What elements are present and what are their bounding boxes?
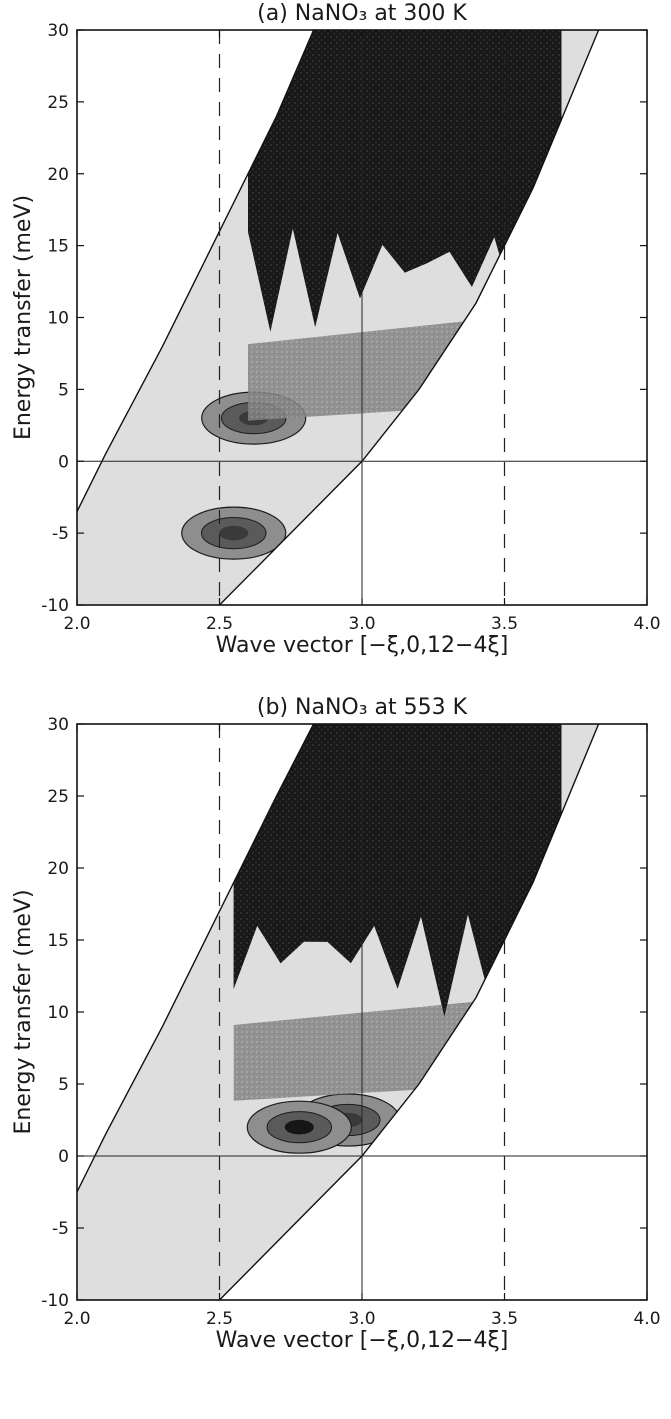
y-tick-label: 15 <box>47 931 69 951</box>
panel-a-reference-lines <box>77 30 647 605</box>
panel-b: (b) NaNO₃ at 553 K 2.0 2.5 3.0 3.5 4.0 -10 -5 0… <box>11 695 661 1353</box>
panel-b-reference-lines <box>77 724 647 1300</box>
y-tick-label: -10 <box>41 1291 69 1311</box>
y-tick-label: 15 <box>47 237 69 257</box>
x-tick-label: 4.0 <box>633 1309 660 1329</box>
y-tick-label: -10 <box>41 596 69 616</box>
intensity-blob-core <box>284 1119 314 1135</box>
boundary-right <box>219 723 600 1301</box>
x-tick-label: 4.0 <box>633 614 660 634</box>
y-tick-label: 10 <box>47 309 69 329</box>
panel-b-y-axis-label: Energy transfer (meV) <box>11 889 36 1134</box>
y-tick-label: 20 <box>47 859 69 879</box>
x-tick-label: 2.0 <box>63 1309 90 1329</box>
y-tick-label: 10 <box>47 1003 69 1023</box>
x-tick-label: 3.0 <box>348 614 375 634</box>
x-tick-label: 2.5 <box>206 1309 233 1329</box>
x-tick-label: 2.5 <box>206 614 233 634</box>
panel-a-intensity-map <box>76 29 600 606</box>
boundary-right <box>219 29 600 606</box>
y-tick-label: 5 <box>58 1075 69 1095</box>
y-tick-label: -5 <box>52 1219 69 1239</box>
x-tick-label: 2.0 <box>63 614 90 634</box>
x-tick-label: 3.5 <box>491 1309 518 1329</box>
panel-a: (a) NaNO₃ at 300 K 2.0 2.5 3.0 3.5 4.0 -10 -5 0… <box>11 1 661 658</box>
intensity-blob-core <box>219 525 249 541</box>
panel-b-title: (b) NaNO₃ at 553 K <box>257 695 468 720</box>
panel-a-title: (a) NaNO₃ at 300 K <box>257 1 467 26</box>
panel-a-x-axis-label: Wave vector [−ξ,0,12−4ξ] <box>216 633 509 658</box>
y-tick-label: 0 <box>58 452 69 472</box>
y-tick-label: 25 <box>47 93 69 113</box>
y-tick-label: 25 <box>47 787 69 807</box>
y-tick-label: 30 <box>47 715 69 735</box>
panel-b-intensity-map <box>76 723 600 1301</box>
intensity-feature-core <box>233 724 562 1017</box>
panel-a-y-axis-label: Energy transfer (meV) <box>11 195 36 440</box>
y-tick-label: 20 <box>47 165 69 185</box>
panel-a-ticks: 2.0 2.5 3.0 3.5 4.0 -10 -5 0 5 10 15 20 25 30 <box>41 21 660 634</box>
x-tick-label: 3.0 <box>348 1309 375 1329</box>
boundary-left <box>76 723 315 1193</box>
y-tick-label: 5 <box>58 380 69 400</box>
panel-b-ticks: 2.0 2.5 3.0 3.5 4.0 -10 -5 0 5 10 15 20 25 30 <box>41 715 660 1329</box>
y-tick-label: 30 <box>47 21 69 41</box>
y-tick-label: -5 <box>52 524 69 544</box>
intensity-feature-core <box>248 30 562 332</box>
y-tick-label: 0 <box>58 1147 69 1167</box>
boundary-left <box>76 29 315 512</box>
intensity-feature <box>91 1084 234 1185</box>
x-tick-label: 3.5 <box>491 614 518 634</box>
panel-b-x-axis-label: Wave vector [−ξ,0,12−4ξ] <box>216 1328 509 1353</box>
